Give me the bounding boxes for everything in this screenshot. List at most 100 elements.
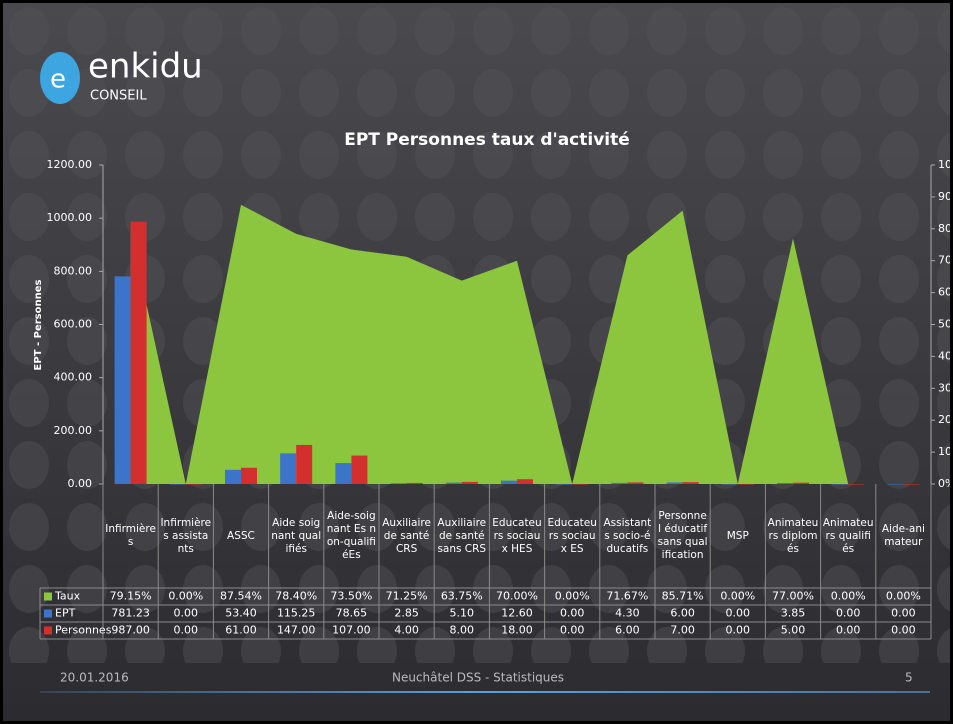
bar: [351, 455, 368, 484]
category-cell: Infirmières: [105, 523, 156, 548]
value-label: 107.00: [332, 624, 371, 637]
legend-swatch: [44, 592, 52, 601]
value-label: 0.00: [174, 624, 199, 637]
value-label: 0.00%: [720, 590, 755, 603]
footer-page: 5: [905, 671, 913, 685]
value-label: 0.00: [891, 624, 916, 637]
x-tick-label: ASSC: [227, 529, 255, 542]
category-cell: Aide soignant qualifiés: [271, 517, 321, 555]
bar: [887, 484, 904, 485]
value-label: 4.30: [615, 607, 640, 620]
y2-tick-label: 50%: [938, 318, 953, 331]
x-tick-label: MSP: [726, 529, 749, 542]
area: [130, 204, 904, 484]
logo-glyph: e: [50, 65, 66, 95]
bar: [461, 481, 478, 484]
y2-tick-label: 30%: [938, 381, 953, 394]
value-label: 71.67%: [606, 590, 648, 603]
y2-tick-label: 60%: [938, 286, 953, 299]
y-tick-label: 400.00: [54, 371, 93, 384]
value-label: 0.00: [836, 624, 861, 637]
category-cell: ASSC: [227, 529, 255, 542]
value-label: 6.00: [670, 607, 695, 620]
bar: [793, 482, 809, 484]
y2-tick-label: 40%: [938, 349, 953, 362]
footer-line: [40, 691, 930, 693]
bar: [390, 483, 407, 484]
y-tick-label: 1200.00: [47, 158, 93, 171]
value-label: 6.00: [615, 624, 640, 637]
y2-tick-label: 10%: [938, 445, 953, 458]
legend-label: EPT: [55, 607, 76, 620]
x-tick-label: Animateurs diplomés: [767, 516, 819, 555]
value-label: 0.00: [174, 607, 199, 620]
value-label: 0.00: [891, 607, 916, 620]
value-label: 71.25%: [386, 590, 428, 603]
bar: [737, 484, 754, 485]
y2-tick-label: 70%: [938, 254, 953, 267]
value-label: 0.00: [836, 607, 861, 620]
value-label: 5.00: [781, 624, 806, 637]
bar: [556, 484, 573, 485]
value-label: 53.40: [225, 607, 257, 620]
x-tick-label: Personnel éducatif sans qualification: [657, 510, 708, 561]
value-label: 18.00: [501, 624, 533, 637]
category-cell: Animateurs qualifiés: [823, 517, 874, 555]
bar: [777, 482, 793, 484]
y2-tick-label: 0%: [938, 477, 953, 490]
category-cell: Aide-soignant Es non-qualifiéEs: [326, 510, 377, 561]
category-cell: Educateurs sociaux HES: [492, 517, 541, 555]
category-cell: Educateurs sociaux ES: [547, 517, 596, 555]
x-tick-label: Auxiliaire de santé CRS: [382, 516, 431, 555]
y-tick-label: 600.00: [54, 318, 93, 331]
value-label: 63.75%: [441, 590, 483, 603]
bar: [572, 484, 589, 485]
value-label: 85.71%: [662, 590, 704, 603]
value-label: 0.00%: [831, 590, 866, 603]
value-label: 5.10: [450, 607, 475, 620]
x-tick-label: Assistants socio-éducatifs: [603, 516, 652, 555]
value-label: 0.00: [560, 624, 585, 637]
bar: [296, 444, 313, 484]
bar: [241, 467, 257, 484]
value-label: 8.00: [450, 624, 475, 637]
value-label: 0.00%: [555, 590, 590, 603]
y2-tick-label: 20%: [938, 413, 953, 426]
y-tick-label: 200.00: [54, 424, 93, 437]
bar: [406, 482, 423, 484]
bar: [335, 463, 352, 484]
bar: [682, 482, 699, 484]
category-cell: Auxiliaire de santé CRS: [382, 516, 431, 555]
bar: [721, 484, 738, 485]
value-label: 70.00%: [496, 590, 538, 603]
value-label: 61.00: [225, 624, 257, 637]
bar: [517, 479, 533, 484]
x-tick-label: Aide-soignant Es non-qualifiéEs: [326, 510, 377, 561]
footer-center: Neuchâtel DSS - Statistiques: [392, 671, 564, 685]
value-label: 115.25: [277, 607, 316, 620]
bar: [130, 221, 147, 484]
value-label: 2.85: [394, 607, 419, 620]
category-cell: Personnel éducatif sans qualification: [657, 510, 708, 561]
y2-tick-label: 90%: [938, 190, 953, 203]
logo-name: enkidu: [88, 47, 203, 87]
value-label: 78.65: [336, 607, 368, 620]
bar: [185, 484, 202, 485]
value-label: 781.23: [111, 607, 150, 620]
value-label: 87.54%: [220, 590, 262, 603]
value-label: 7.00: [670, 624, 695, 637]
x-tick-label: Aide-animateur: [881, 523, 925, 548]
bar: [848, 484, 865, 485]
logo-icon: [40, 52, 80, 104]
legend-label: Taux: [54, 590, 81, 603]
value-label: 77.00%: [772, 590, 814, 603]
bar: [225, 469, 241, 484]
logo-tagline: CONSEIL: [90, 89, 147, 104]
bar: [280, 453, 297, 484]
value-label: 0.00%: [886, 590, 921, 603]
chart-title: EPT Personnes taux d'activité: [344, 130, 630, 150]
bar: [627, 482, 644, 484]
value-label: 12.60: [501, 607, 533, 620]
y-tick-label: 800.00: [54, 264, 93, 277]
